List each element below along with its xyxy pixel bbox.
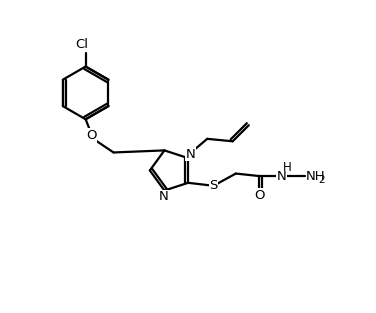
Text: O: O [86,129,97,142]
Text: N: N [276,170,286,182]
Text: N: N [186,148,196,161]
Text: 2: 2 [318,175,325,185]
Text: N: N [159,190,169,203]
Text: O: O [254,189,264,202]
Text: NH: NH [306,170,326,182]
Text: Cl: Cl [76,38,88,51]
Text: H: H [283,161,292,174]
Text: S: S [209,179,218,192]
